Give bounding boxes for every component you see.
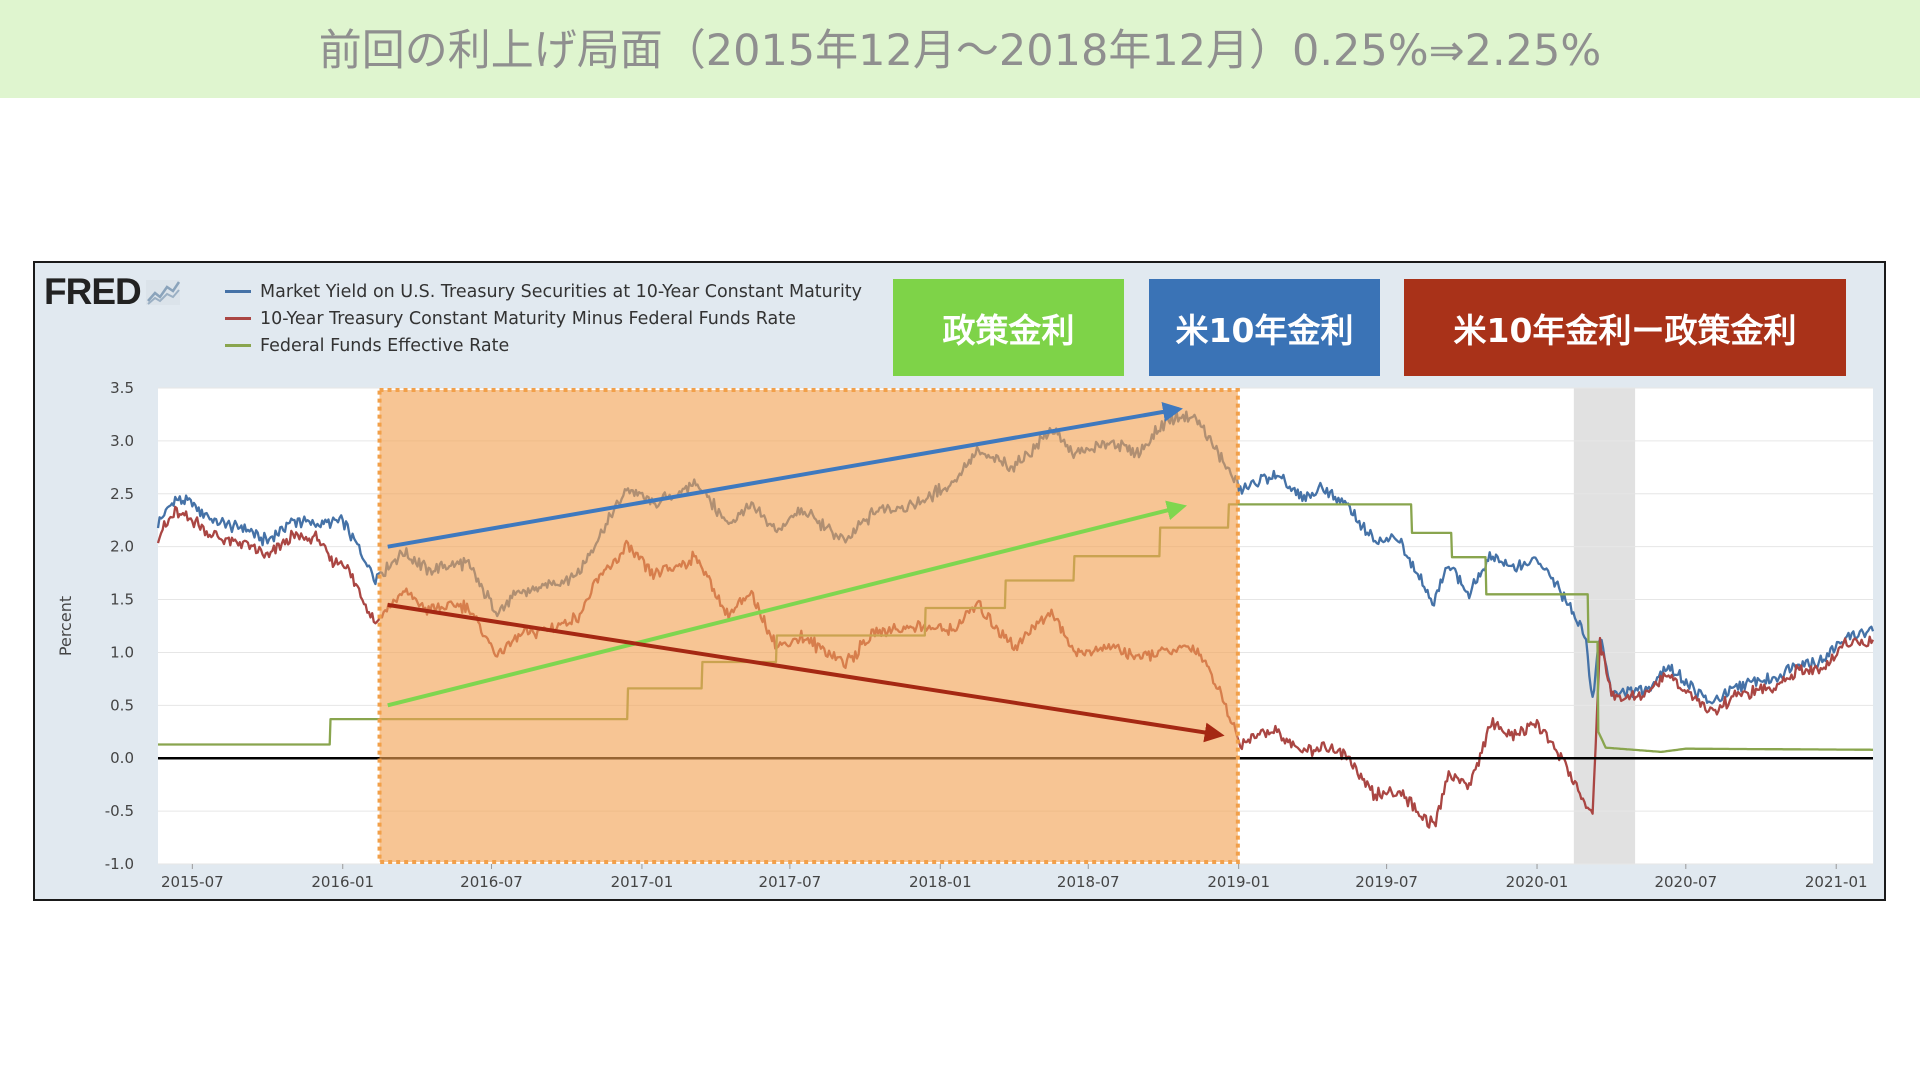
fred-chart-panel: 3.5 3.0 2.5 2.0 1.5 1.0 0.5 0.0 -0.5 -1.0 2015-07 2… [33,261,1886,901]
y-tick-label: 3.0 [110,432,134,450]
y-tick-label: 3.5 [110,379,134,397]
legend-swatch-fed-funds [225,344,251,347]
legend-label-10y-yield: Market Yield on U.S. Treasury Securities… [260,281,863,302]
line-chart-icon [145,280,180,305]
y-axis-label: Percent [56,596,75,656]
fred-logo-text: FRED [44,271,142,312]
spread-trend-arrow [387,602,1225,743]
ten-year-trend-arrow [387,402,1183,549]
y-tick-label: 1.5 [110,591,134,609]
legend-item-fed-funds: Federal Funds Effective Rate [225,332,862,359]
slide-title: 前回の利上げ局面（2015年12月〜2018年12月）0.25%⇒2.25% [318,26,1602,76]
x-tick-label: 2016-07 [460,873,523,891]
chart-legend: Market Yield on U.S. Treasury Securities… [225,278,862,359]
title-band [0,0,1920,98]
y-tick-label: -0.5 [105,802,134,820]
legend-item-10y-yield: Market Yield on U.S. Treasury Securities… [225,278,862,305]
x-tick-label: 2017-07 [759,873,822,891]
x-tick-label: 2020-07 [1654,873,1717,891]
rate-hike-period-highlight [377,388,1240,864]
legend-label-fed-funds: Federal Funds Effective Rate [260,335,510,356]
x-tick-label: 2017-01 [611,873,674,891]
x-tick-label: 2021-01 [1805,873,1868,891]
fred-logo: FRED [44,271,181,312]
y-tick-label: -1.0 [105,855,134,873]
x-tick-label: 2015-07 [161,873,224,891]
x-tick-label: 2019-07 [1355,873,1418,891]
spread-tag: 米10年金利ー政策金利 [1404,279,1846,376]
x-tick-label: 2018-07 [1057,873,1120,891]
x-tick-label: 2016-01 [311,873,374,891]
policy-rate-trend-arrow [387,500,1187,708]
y-tick-label: 2.0 [110,538,134,556]
legend-swatch-10y-yield [225,290,251,293]
line-chart: 3.5 3.0 2.5 2.0 1.5 1.0 0.5 0.0 -0.5 -1.0 2015-07 2… [56,379,1875,891]
policy-rate-tag: 政策金利 [893,279,1124,376]
legend-item-spread: 10-Year Treasury Constant Maturity Minus… [225,305,862,332]
legend-swatch-spread [225,317,251,320]
x-tick-label: 2019-01 [1207,873,1270,891]
legend-label-spread: 10-Year Treasury Constant Maturity Minus… [260,308,796,329]
x-tick-label: 2018-01 [909,873,972,891]
y-tick-label: 1.0 [110,643,134,661]
ten-year-rate-tag: 米10年金利 [1149,279,1380,376]
y-tick-label: 0.0 [110,749,134,767]
y-tick-label: 0.5 [110,696,134,714]
recession-shading [1573,388,1636,864]
x-tick-label: 2020-01 [1506,873,1569,891]
y-tick-label: 2.5 [110,485,134,503]
